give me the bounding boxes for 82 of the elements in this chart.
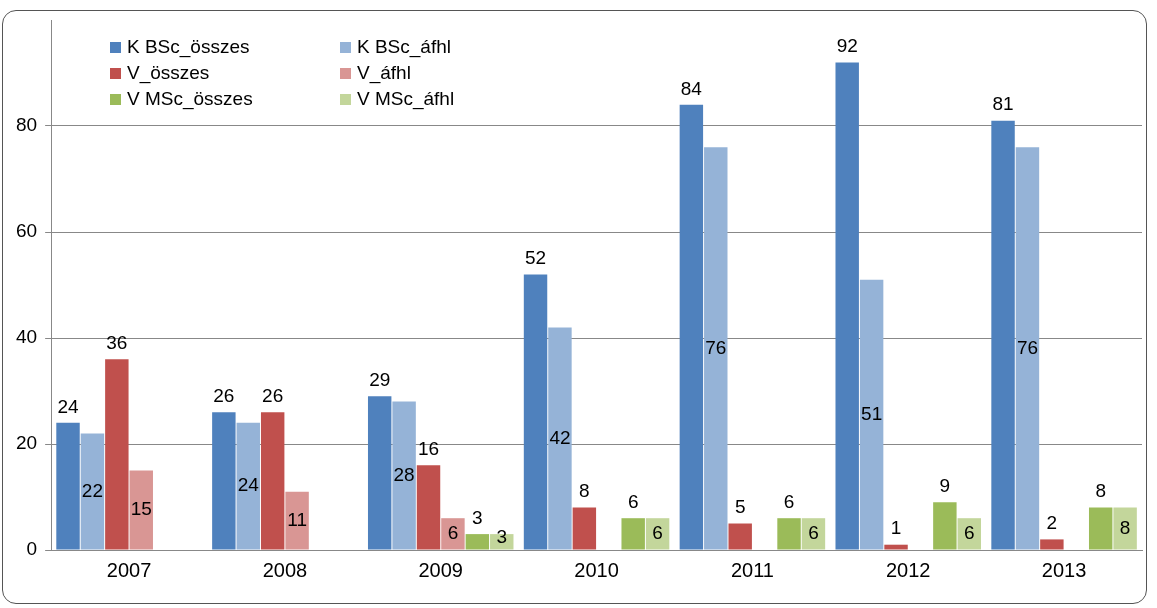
bar: [1040, 539, 1064, 550]
data-label: 26: [213, 384, 235, 406]
bar: [859, 279, 884, 550]
x-tick-label: 2013: [1041, 558, 1087, 581]
data-label: 28: [393, 463, 415, 485]
x-tick-label: 2011: [730, 558, 774, 581]
bar: [56, 422, 80, 550]
data-label: 81: [992, 93, 1014, 115]
legend-label: V MSc_áfhl: [357, 88, 455, 110]
bar: [884, 544, 908, 550]
data-label: 52: [524, 247, 547, 269]
x-tick-label: 2009: [418, 558, 463, 581]
data-label: 76: [1016, 336, 1039, 358]
bar: [991, 120, 1015, 550]
data-label: 16: [417, 437, 440, 459]
data-label: 15: [130, 498, 152, 520]
bar: [1015, 147, 1040, 550]
bar: [212, 412, 236, 550]
data-label: 6: [963, 522, 975, 544]
bar: [236, 422, 260, 550]
bar: [465, 534, 490, 550]
data-label: 8: [1119, 516, 1131, 538]
data-label: 5: [734, 496, 746, 518]
y-tick-label: 60: [15, 220, 38, 242]
data-label: 1: [890, 517, 902, 539]
data-label: 6: [652, 522, 663, 544]
bar: [441, 518, 465, 550]
data-label: 24: [237, 474, 260, 496]
bar: [416, 465, 441, 550]
bar: [523, 274, 548, 550]
data-label: 92: [836, 35, 858, 57]
bar: [728, 523, 752, 550]
data-label: 42: [549, 426, 571, 448]
bar: [80, 433, 105, 550]
legend-label: K BSc_áfhl: [357, 36, 451, 58]
bar: [1088, 507, 1113, 550]
bar: [129, 470, 153, 550]
legend-label: V_áfhl: [357, 62, 411, 84]
bar: [679, 104, 704, 550]
bar: [392, 401, 416, 550]
y-tick-label: 0: [26, 538, 38, 560]
data-label: 3: [496, 525, 508, 547]
data-label: 51: [861, 402, 883, 424]
bar: [572, 507, 597, 550]
bar: [777, 518, 801, 550]
bar: [933, 502, 957, 550]
data-label: 3: [472, 506, 483, 528]
legend-label: K BSc_összes: [127, 36, 250, 58]
data-label: 6: [808, 522, 819, 544]
bar: [285, 491, 309, 550]
bar: [105, 359, 129, 550]
bar: [548, 327, 572, 550]
x-tick-label: 2008: [262, 558, 308, 581]
data-label: 2: [1046, 512, 1058, 534]
y-tick-label: 40: [15, 326, 38, 348]
legend-label: V MSc_összes: [127, 88, 253, 110]
data-label: 26: [262, 384, 284, 406]
x-tick-label: 2007: [106, 558, 152, 581]
data-label: 8: [579, 480, 590, 502]
bar: [621, 518, 645, 550]
y-tick-label: 80: [15, 114, 38, 136]
data-label: 6: [627, 490, 639, 512]
data-label: 6: [783, 490, 795, 512]
y-tick-label: 20: [15, 432, 38, 454]
data-label: 24: [57, 395, 80, 417]
x-tick-label: 2010: [574, 558, 619, 581]
data-label: 9: [939, 475, 951, 497]
data-label: 22: [81, 479, 103, 501]
data-label: 84: [680, 77, 703, 99]
bar: [260, 412, 285, 550]
data-label: 29: [369, 369, 391, 391]
bar: [835, 62, 859, 550]
bar: [1113, 507, 1137, 550]
x-tick-label: 2012: [885, 558, 931, 581]
legend-label: V_összes: [127, 62, 210, 84]
bar: [704, 147, 728, 550]
data-label: 36: [106, 331, 128, 353]
data-label: 11: [287, 508, 307, 530]
data-label: 6: [447, 522, 459, 544]
data-label: 76: [705, 336, 727, 358]
bar: [367, 396, 392, 550]
data-label: 8: [1095, 480, 1106, 502]
